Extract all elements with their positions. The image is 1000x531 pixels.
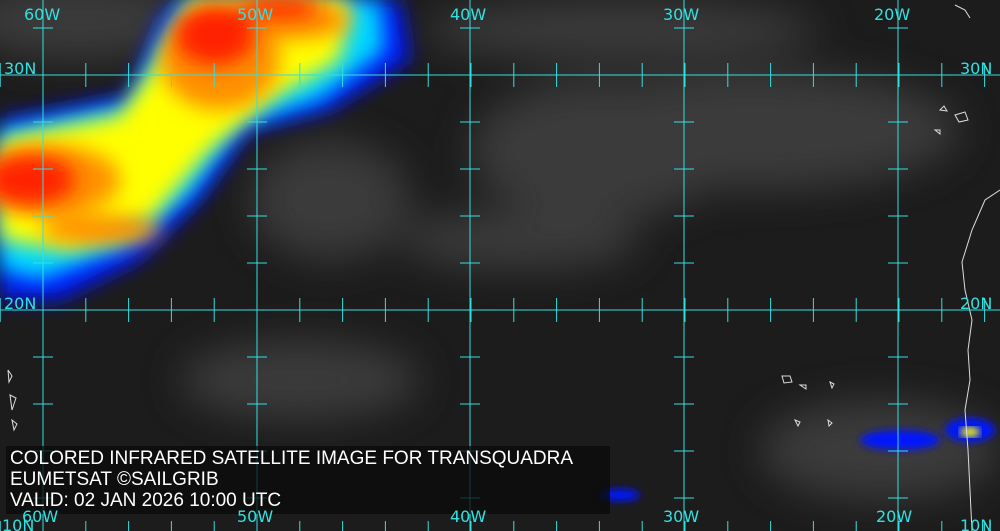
lon-label-bottom: 20W	[876, 507, 913, 526]
caption-source: EUMETSAT ©SAILGRIB	[10, 469, 219, 490]
lon-label-bottom: 60W	[22, 507, 59, 526]
lon-label-top: 30W	[663, 5, 700, 24]
lon-label-top: 40W	[450, 5, 487, 24]
lon-label-top: 60W	[24, 5, 61, 24]
graticule-ticks	[0, 27, 986, 531]
lat-label-left: 20N	[4, 294, 37, 313]
lon-label-bottom: 30W	[663, 507, 700, 526]
lon-label-bottom: 40W	[450, 507, 487, 526]
lat-label-right: 10N	[960, 516, 993, 531]
caption-valid-time: VALID: 02 JAN 2026 10:00 UTC	[10, 490, 282, 511]
lon-label-top: 20W	[874, 5, 911, 24]
lat-label-right: 30N	[960, 59, 993, 78]
image-caption: COLORED INFRARED SATELLITE IMAGE FOR TRA…	[6, 446, 610, 514]
lon-label-top: 50W	[237, 5, 274, 24]
lat-label-left: 30N	[4, 59, 37, 78]
lat-label-left: 10N	[2, 516, 35, 531]
lat-label-right: 20N	[960, 294, 993, 313]
coastlines	[7, 4, 1000, 531]
caption-title: COLORED INFRARED SATELLITE IMAGE FOR TRA…	[10, 448, 574, 469]
low-clouds	[0, 0, 1000, 500]
lon-label-bottom: 50W	[237, 507, 274, 526]
